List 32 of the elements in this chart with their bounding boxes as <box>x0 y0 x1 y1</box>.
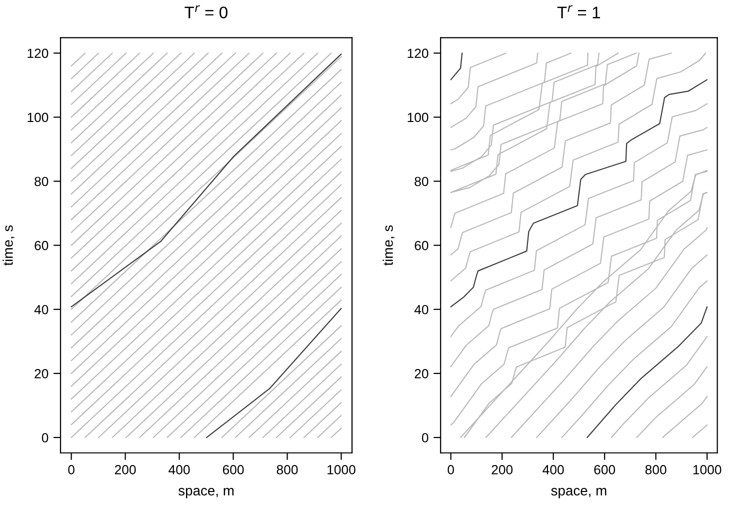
x-tick-label: 200 <box>114 465 136 474</box>
x-tick-label: 400 <box>168 465 190 474</box>
y-tick-label: 20 <box>414 369 428 378</box>
x-tick-label: 400 <box>542 465 564 474</box>
chart-title: T$^{r}$ = 1 <box>557 5 600 18</box>
x-axis-title: space, m <box>178 488 234 498</box>
y-tick-label: 40 <box>34 304 48 314</box>
y-axis-title: time, s <box>2 225 14 266</box>
y-tick-label: 80 <box>414 176 428 186</box>
x-axis-title: space, m <box>551 488 606 498</box>
x-tick-label: 0 <box>448 465 454 474</box>
y-tick-label: 100 <box>408 112 428 122</box>
y-tick-label: 0 <box>422 433 428 442</box>
x-tick-label: 600 <box>222 465 244 474</box>
x-tick-label: 200 <box>492 465 513 474</box>
x-tick-label: 0 <box>68 465 74 474</box>
y-tick-label: 0 <box>42 433 48 442</box>
x-tick-label: 1000 <box>693 465 722 474</box>
x-tick-label: 800 <box>645 465 666 474</box>
y-tick-label: 80 <box>34 176 48 186</box>
y-tick-label: 100 <box>28 112 48 122</box>
chart-title: T$^{r}$ = 0 <box>184 5 228 18</box>
y-tick-label: 60 <box>34 240 48 250</box>
y-axis-title: time, s <box>382 225 395 266</box>
x-tick-label: 600 <box>594 465 616 474</box>
y-tick-label: 20 <box>34 369 48 378</box>
x-tick-label: 1000 <box>328 465 356 474</box>
y-tick-label: 60 <box>414 240 428 250</box>
y-tick-label: 120 <box>408 48 428 58</box>
y-tick-label: 40 <box>414 304 428 314</box>
y-tick-label: 120 <box>28 48 48 58</box>
x-tick-label: 800 <box>276 465 298 474</box>
